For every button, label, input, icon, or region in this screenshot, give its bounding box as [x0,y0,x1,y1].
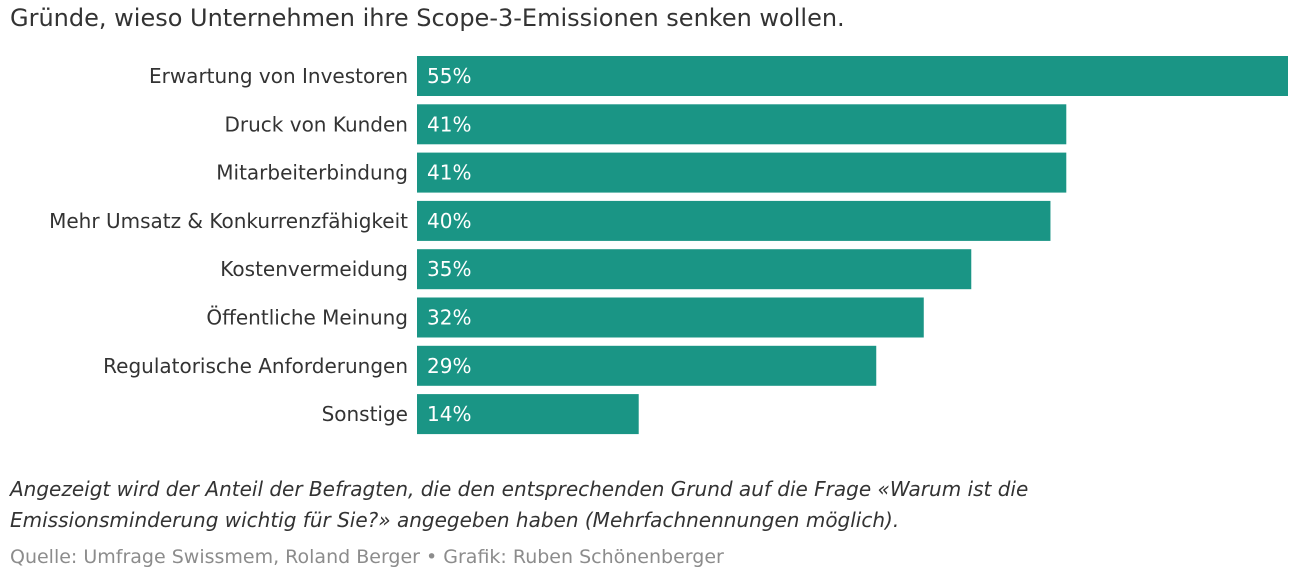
category-label: Regulatorische Anforderungen [103,354,408,378]
value-label: 14% [427,402,471,426]
bar-chart: Erwartung von Investoren 55% Druck von Kun… [49,56,1288,435]
bar [417,249,972,290]
bar [417,394,639,435]
chart-title: Gründe, wieso Unternehmen ihre Scope-3-E… [10,4,845,32]
value-label: 41% [427,161,471,185]
value-label: 40% [427,209,471,233]
chart-note: Angezeigt wird der Anteil der Befragten,… [10,477,1029,532]
category-label: Öffentliche Meinung [206,306,408,330]
bar [417,345,877,386]
value-label: 32% [427,306,471,330]
category-label: Kostenvermeidung [220,257,408,281]
category-label: Erwartung von Investoren [149,64,408,88]
value-label: 29% [427,354,471,378]
bar [417,56,1288,96]
bar [417,152,1067,193]
value-label: 55% [427,64,471,88]
bar [417,297,924,338]
category-label: Sonstige [322,402,408,426]
value-label: 35% [427,257,471,281]
category-label: Mitarbeiterbindung [216,161,408,185]
bar [417,104,1067,145]
value-label: 41% [427,112,471,136]
bar [417,200,1051,241]
chart-source: Quelle: Umfrage Swissmem, Roland Berger … [10,546,724,568]
category-label: Druck von Kunden [225,112,409,136]
category-label: Mehr Umsatz & Konkurrenzfähigkeit [49,209,408,233]
